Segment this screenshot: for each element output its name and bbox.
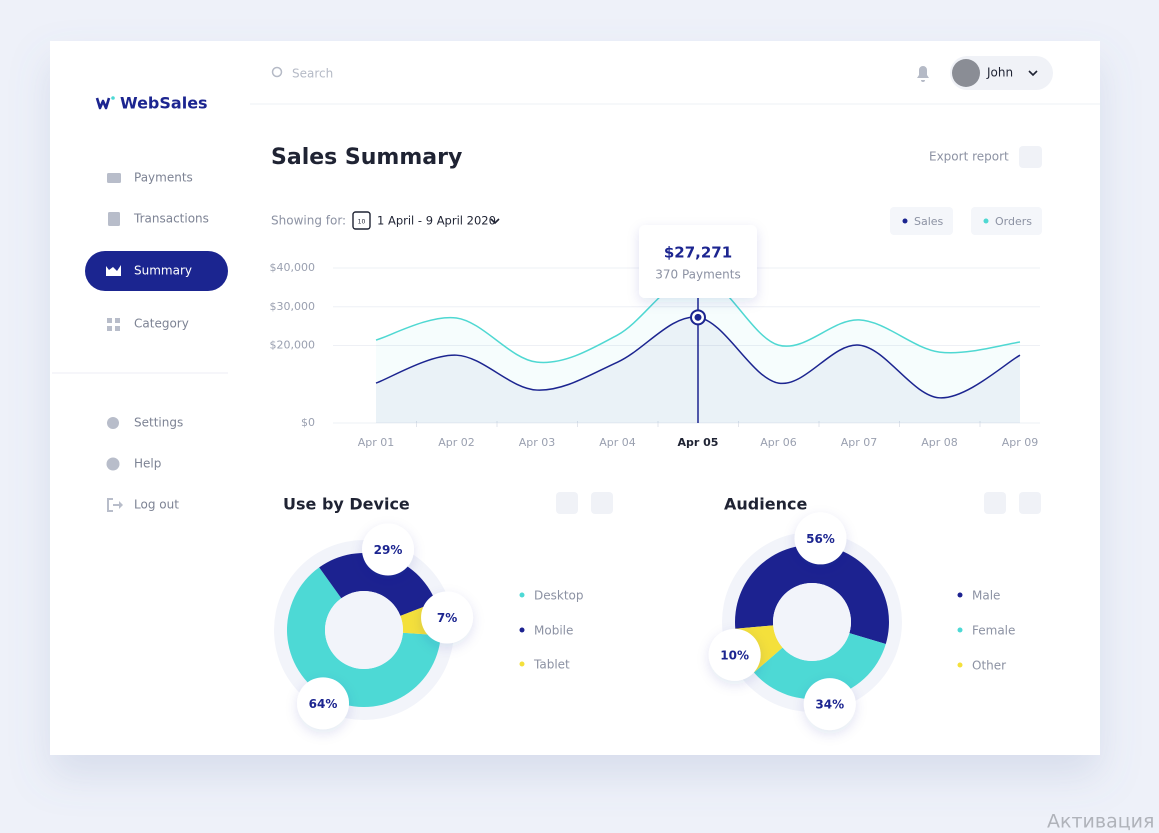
x-tick-label: Apr 09: [1002, 436, 1039, 449]
legend-dot: [519, 661, 525, 667]
x-tick-label: Apr 01: [358, 436, 395, 449]
value-bubble: [297, 677, 350, 730]
value-bubble: [708, 628, 761, 681]
pie-segment: [753, 633, 886, 700]
page-title: Sales Summary: [271, 145, 462, 170]
card: [50, 41, 1100, 755]
icon-button[interactable]: [591, 492, 613, 514]
pie-hole: [773, 583, 851, 661]
pie-segment: [319, 552, 436, 616]
search-input[interactable]: Search: [292, 67, 333, 81]
nav-item[interactable]: Summary: [134, 264, 192, 278]
panel-title: Use by Device: [283, 495, 410, 514]
logo: [95, 96, 115, 110]
y-tick-label: $20,000: [270, 339, 316, 352]
legend-dot: [519, 592, 525, 598]
value-label: 29%: [374, 543, 403, 557]
x-tick-label: Apr 06: [760, 436, 797, 449]
nav-item[interactable]: Transactions: [133, 212, 209, 226]
legend-dot: [957, 662, 963, 668]
pie-segment: [735, 544, 889, 644]
nav-icons: [106, 173, 123, 512]
user-name: John: [986, 66, 1013, 80]
legend-label: Tablet: [533, 658, 570, 672]
legend-label: Orders: [995, 215, 1032, 228]
legend-dot: [957, 592, 963, 598]
nav-item[interactable]: Help: [134, 457, 161, 471]
legend-chip[interactable]: [890, 207, 953, 235]
export-link[interactable]: Export report: [929, 150, 1009, 164]
value-label: 7%: [437, 611, 457, 625]
panel-title: Audience: [724, 495, 807, 514]
search-icon: [271, 66, 283, 78]
legend-dot: [983, 218, 989, 224]
watermark: Активация: [1047, 811, 1154, 833]
legend-dot: [902, 218, 908, 224]
y-tick-label: $0: [301, 416, 315, 429]
value-label: 64%: [309, 697, 338, 711]
chevron: [1028, 70, 1038, 77]
date-chevron[interactable]: [490, 218, 500, 225]
nav-item[interactable]: Log out: [134, 498, 179, 512]
y-tick-label: $30,000: [270, 300, 316, 313]
bell[interactable]: [917, 66, 929, 82]
export-button[interactable]: [1019, 146, 1042, 168]
tooltip-text: 370 Payments: [655, 268, 741, 282]
y-tick-label: $40,000: [270, 261, 316, 274]
legend-label: Desktop: [534, 589, 584, 603]
x-tick-label: Apr 03: [519, 436, 556, 449]
legend-dot: [957, 627, 963, 633]
value-label: 10%: [720, 648, 749, 662]
focus-dot: [694, 313, 702, 321]
showing-label: Showing for:: [271, 214, 346, 228]
x-tick-label: Apr 07: [841, 436, 878, 449]
legend-label: Other: [972, 659, 1006, 673]
nav-active-bg: [85, 251, 228, 291]
avatar: [952, 59, 980, 87]
value-bubble: [803, 678, 856, 731]
icon-button[interactable]: [556, 492, 578, 514]
nav-item[interactable]: Category: [134, 317, 189, 331]
value-bubble: [421, 591, 474, 644]
value-label: 56%: [806, 532, 835, 546]
icon-button[interactable]: [984, 492, 1006, 514]
x-tick-label: Apr 04: [599, 436, 636, 449]
x-tick-label: Apr 05: [678, 436, 719, 449]
x-tick-label: Apr 08: [921, 436, 958, 449]
tooltip-title: $27,271: [664, 244, 732, 262]
brand: WebSales: [120, 94, 208, 113]
x-tick-label: Apr 02: [438, 436, 475, 449]
value-bubble: [361, 523, 414, 576]
legend-label: Male: [972, 589, 1000, 603]
legend-label: Female: [972, 624, 1015, 638]
calendar-icon[interactable]: [352, 211, 371, 230]
pie-hole: [325, 591, 403, 669]
date-range[interactable]: 1 April - 9 April 2020: [377, 214, 496, 228]
legend-label: Mobile: [534, 624, 573, 638]
icon-button[interactable]: [1019, 492, 1041, 514]
legend-dot: [519, 627, 525, 633]
legend-chip[interactable]: [971, 207, 1042, 235]
value-bubble: [794, 512, 847, 565]
legend-label: Sales: [914, 215, 944, 228]
calendar-day: 10: [358, 219, 366, 226]
value-label: 34%: [815, 698, 844, 712]
nav-item[interactable]: Settings: [134, 416, 183, 430]
nav-item[interactable]: Payments: [134, 171, 193, 185]
pie-segment: [287, 567, 441, 707]
tooltip: [639, 225, 757, 298]
